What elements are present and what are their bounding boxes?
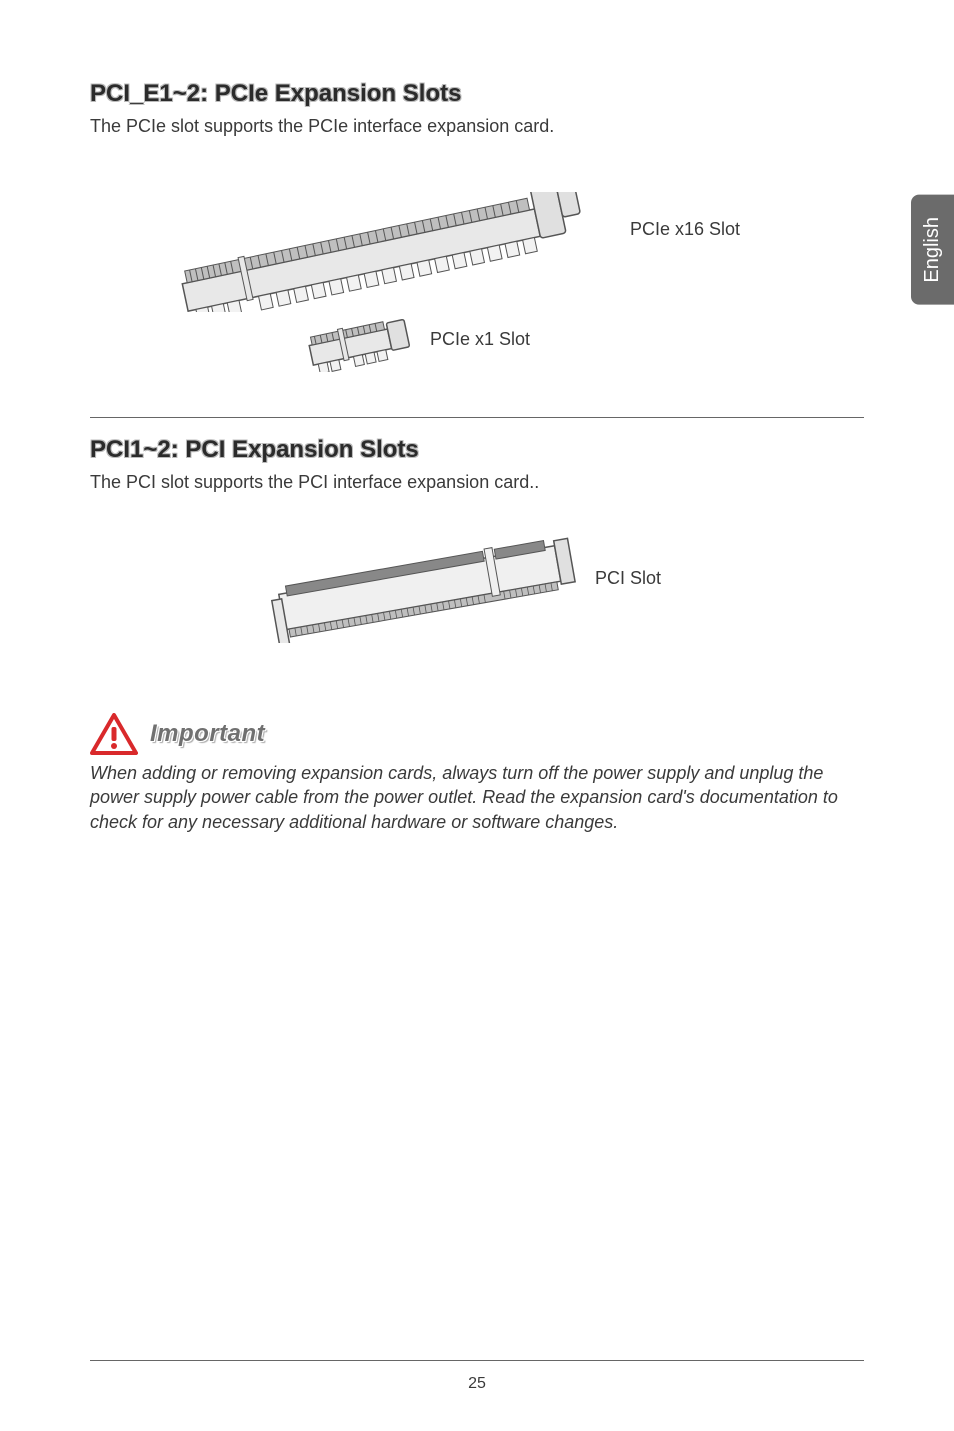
section1-heading: PCI_E1~2: PCIe Expansion Slots [90, 80, 864, 108]
footer-divider [90, 1360, 864, 1361]
important-body: When adding or removing expansion cards,… [90, 761, 864, 834]
pcie-x16-slot-icon [170, 192, 590, 312]
pcie-x16-label: PCIe x16 Slot [630, 219, 740, 240]
important-label: Important [150, 720, 265, 748]
page-number: 25 [0, 1375, 954, 1393]
section2-heading: PCI1~2: PCI Expansion Slots [90, 436, 864, 464]
pci-slot-label: PCI Slot [595, 568, 661, 589]
pcie-x1-label: PCIe x1 Slot [430, 329, 530, 350]
section1-desc: The PCIe slot supports the PCIe interfac… [90, 116, 864, 137]
important-header: Important [90, 713, 864, 755]
page-content: PCI_E1~2: PCIe Expansion Slots The PCIe … [0, 0, 954, 1431]
section-divider [90, 417, 864, 418]
pci-slot-icon [270, 533, 590, 643]
pcie-figure: PCIe x16 Slot PCIe x1 Slot [90, 157, 864, 387]
warning-icon [90, 713, 138, 755]
section2-desc: The PCI slot supports the PCI interface … [90, 472, 864, 493]
pci-figure: PCI Slot [90, 513, 864, 683]
pcie-x1-slot-icon [305, 317, 415, 372]
